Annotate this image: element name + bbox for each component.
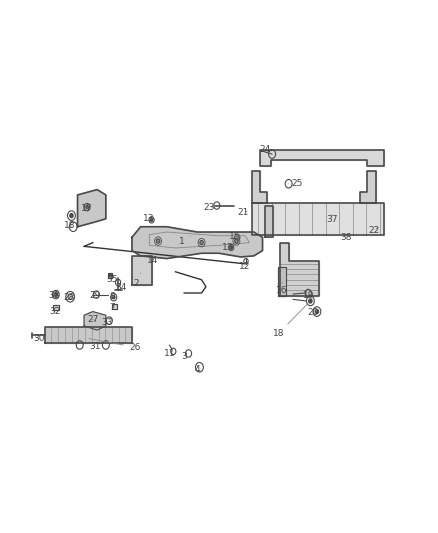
Text: 11: 11 [164, 350, 176, 359]
Text: 2: 2 [134, 273, 141, 288]
Polygon shape [53, 305, 59, 310]
Text: 13: 13 [222, 244, 233, 253]
Text: 18: 18 [64, 221, 75, 230]
Circle shape [109, 274, 112, 277]
Circle shape [235, 239, 238, 243]
Text: 26: 26 [89, 338, 140, 352]
Text: 24: 24 [259, 146, 271, 155]
Text: 25: 25 [289, 179, 303, 188]
Text: 28: 28 [63, 293, 74, 302]
Circle shape [54, 293, 57, 297]
Text: 18: 18 [273, 303, 308, 338]
Text: 35: 35 [106, 274, 118, 284]
Polygon shape [132, 256, 152, 285]
Text: 4: 4 [194, 366, 200, 374]
Circle shape [150, 218, 153, 221]
Text: 31: 31 [89, 342, 101, 351]
Text: 33: 33 [48, 290, 60, 300]
Polygon shape [278, 266, 286, 296]
Circle shape [315, 310, 319, 314]
Text: 34: 34 [115, 282, 126, 292]
Polygon shape [360, 171, 376, 203]
Polygon shape [260, 150, 385, 166]
Circle shape [200, 240, 203, 245]
Text: 29: 29 [90, 291, 101, 300]
Text: 3: 3 [181, 352, 187, 361]
Circle shape [86, 206, 88, 209]
Text: 13: 13 [143, 214, 154, 223]
Text: 32: 32 [49, 306, 61, 316]
Text: 17: 17 [81, 204, 93, 213]
Text: 1: 1 [179, 236, 191, 246]
Polygon shape [252, 203, 385, 235]
Text: 37: 37 [326, 215, 338, 224]
Text: 19: 19 [304, 291, 315, 300]
Polygon shape [112, 304, 117, 309]
Circle shape [230, 246, 233, 249]
Circle shape [156, 239, 160, 243]
Polygon shape [45, 327, 132, 343]
Polygon shape [252, 171, 267, 203]
Text: 8: 8 [110, 292, 115, 301]
Text: 15: 15 [229, 232, 240, 241]
Text: 27: 27 [87, 315, 99, 324]
Polygon shape [78, 190, 106, 227]
Text: 22: 22 [368, 227, 380, 236]
Text: 23: 23 [203, 203, 214, 212]
Text: 12: 12 [239, 262, 250, 271]
Text: 14: 14 [147, 256, 159, 265]
Polygon shape [265, 206, 273, 237]
Text: 38: 38 [340, 233, 351, 242]
Circle shape [113, 296, 115, 299]
Polygon shape [280, 243, 319, 296]
Polygon shape [132, 227, 262, 259]
Circle shape [70, 214, 73, 217]
Circle shape [309, 299, 312, 303]
Text: 30: 30 [33, 334, 45, 343]
Polygon shape [108, 273, 113, 278]
Text: 16: 16 [276, 282, 288, 295]
Polygon shape [84, 312, 106, 330]
Circle shape [68, 294, 72, 300]
Text: 20: 20 [308, 308, 319, 317]
Text: 21: 21 [238, 208, 249, 217]
Text: 33: 33 [102, 318, 113, 327]
Text: 7: 7 [110, 303, 115, 312]
